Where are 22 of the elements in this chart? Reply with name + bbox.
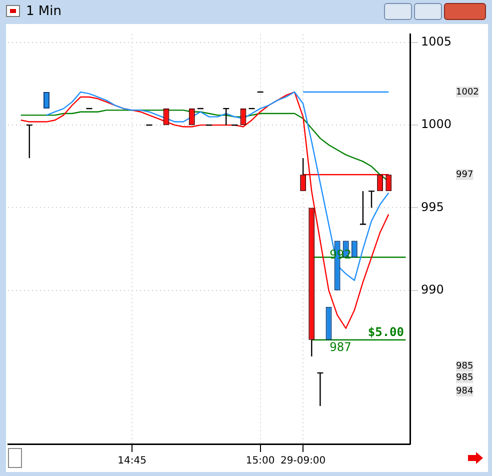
y-tick-label: 990 xyxy=(421,282,444,296)
candlestick xyxy=(222,108,230,126)
y-tick-label: 1000 xyxy=(421,117,452,132)
y2-tick-label: 985 xyxy=(456,373,474,384)
y2-tick-label: 1002 xyxy=(456,87,479,98)
y2-tick-label: 984 xyxy=(456,386,474,396)
y-tick-label: 995 xyxy=(421,200,444,214)
chart-title: 1 Min xyxy=(26,4,62,18)
y2-tick-label: 997 xyxy=(456,170,474,180)
annotation: $5.00 xyxy=(368,325,404,340)
candlestick xyxy=(316,372,324,407)
candlestick xyxy=(308,208,315,358)
x-tick-label: 15:00 xyxy=(246,456,275,467)
y2-tick-label: 985 xyxy=(456,362,474,372)
candlestick xyxy=(359,190,367,225)
y-tick-label: 1005 xyxy=(421,34,452,49)
candlestick xyxy=(26,124,33,159)
candlestick xyxy=(300,158,306,192)
series-label: 987 xyxy=(330,340,352,354)
x-tick-label: 29-09:00 xyxy=(280,456,326,467)
candlestick xyxy=(368,190,376,208)
x-tick-label: 14:45 xyxy=(118,456,146,467)
